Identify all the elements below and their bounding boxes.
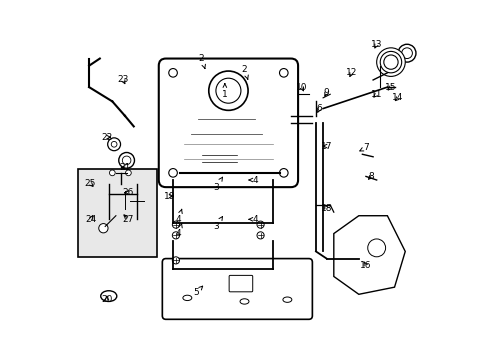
Text: 13: 13 xyxy=(370,40,382,49)
Circle shape xyxy=(279,168,287,177)
Circle shape xyxy=(380,51,401,73)
Text: 8: 8 xyxy=(367,172,373,181)
Text: 27: 27 xyxy=(122,215,134,224)
Circle shape xyxy=(401,48,411,59)
Circle shape xyxy=(279,68,287,77)
FancyBboxPatch shape xyxy=(78,169,157,257)
Circle shape xyxy=(257,232,264,239)
Circle shape xyxy=(172,232,179,239)
Circle shape xyxy=(397,44,415,62)
Text: 10: 10 xyxy=(295,83,307,92)
Text: 21: 21 xyxy=(119,163,130,172)
Text: 22: 22 xyxy=(101,132,112,141)
Ellipse shape xyxy=(240,299,248,304)
Text: 2: 2 xyxy=(241,65,248,79)
Text: 4: 4 xyxy=(175,224,182,238)
Circle shape xyxy=(111,141,117,147)
Circle shape xyxy=(99,224,108,233)
Text: 16: 16 xyxy=(360,261,371,270)
Circle shape xyxy=(208,71,247,111)
Circle shape xyxy=(168,168,177,177)
Circle shape xyxy=(257,221,264,228)
Ellipse shape xyxy=(183,295,191,301)
Text: 17: 17 xyxy=(320,141,332,150)
Text: 14: 14 xyxy=(391,93,403,102)
Text: 4: 4 xyxy=(248,215,258,224)
Text: 18: 18 xyxy=(320,204,332,213)
Circle shape xyxy=(168,68,177,77)
Polygon shape xyxy=(333,216,405,294)
FancyBboxPatch shape xyxy=(229,275,252,292)
Circle shape xyxy=(109,170,115,176)
Text: 26: 26 xyxy=(122,188,134,197)
Text: 3: 3 xyxy=(213,216,222,231)
Text: 24: 24 xyxy=(85,215,96,224)
Text: 1: 1 xyxy=(222,84,227,99)
Text: 4: 4 xyxy=(248,176,258,185)
Circle shape xyxy=(172,221,179,228)
Text: 4: 4 xyxy=(175,209,182,224)
Text: 6: 6 xyxy=(316,104,322,113)
Ellipse shape xyxy=(101,291,117,301)
Text: 7: 7 xyxy=(359,143,368,152)
Text: 23: 23 xyxy=(117,76,128,85)
Text: 9: 9 xyxy=(323,88,329,97)
Circle shape xyxy=(383,55,397,69)
FancyBboxPatch shape xyxy=(162,258,312,319)
Circle shape xyxy=(172,257,179,264)
Circle shape xyxy=(125,170,131,176)
Text: 2: 2 xyxy=(199,54,205,69)
Text: 3: 3 xyxy=(213,177,222,192)
FancyBboxPatch shape xyxy=(159,59,298,187)
Text: 5: 5 xyxy=(193,286,202,297)
Circle shape xyxy=(367,239,385,257)
Circle shape xyxy=(107,138,121,151)
Circle shape xyxy=(119,153,134,168)
Circle shape xyxy=(376,48,405,76)
Text: 12: 12 xyxy=(346,68,357,77)
Circle shape xyxy=(122,156,131,165)
Text: 25: 25 xyxy=(84,179,96,188)
Text: 19: 19 xyxy=(163,192,175,201)
Ellipse shape xyxy=(283,297,291,302)
Circle shape xyxy=(216,78,241,103)
Text: 11: 11 xyxy=(370,90,382,99)
Text: 20: 20 xyxy=(101,295,112,304)
Text: 15: 15 xyxy=(385,83,396,92)
